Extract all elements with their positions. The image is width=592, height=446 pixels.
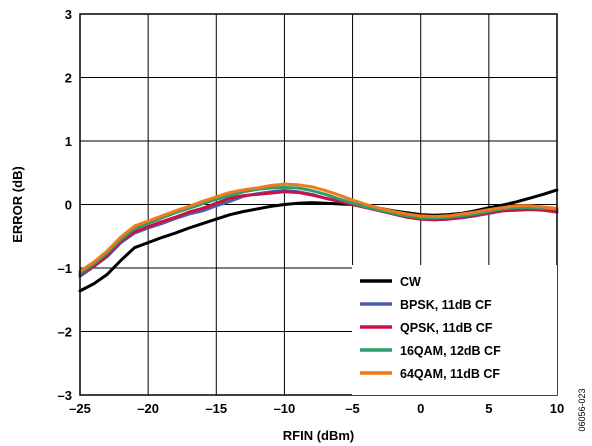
x-axis-title: RFIN (dBm) xyxy=(283,428,355,443)
y-tick-label: 2 xyxy=(65,71,72,86)
y-tick-labels: –3 –2 –1 0 1 2 3 xyxy=(58,7,72,403)
x-tick-label: –20 xyxy=(137,401,159,416)
x-tick-label: 10 xyxy=(550,401,564,416)
y-tick-label: –2 xyxy=(58,325,72,340)
series-group xyxy=(78,182,559,293)
legend-label: 64QAM, 11dB CF xyxy=(400,367,500,381)
x-tick-labels: –25 –20 –15 –10 –5 0 5 10 xyxy=(69,401,564,416)
x-tick-label: –25 xyxy=(69,401,91,416)
x-tick-label: 5 xyxy=(485,401,492,416)
legend-label: CW xyxy=(400,275,421,289)
y-tick-label: –1 xyxy=(58,261,72,276)
series-line-64qam xyxy=(78,182,559,273)
legend-label: 16QAM, 12dB CF xyxy=(400,344,501,358)
figure-id: 06056-023 xyxy=(577,388,587,431)
y-tick-label: 0 xyxy=(65,198,72,213)
x-tick-label: –5 xyxy=(345,401,359,416)
x-tick-label: 0 xyxy=(417,401,424,416)
y-tick-label: –3 xyxy=(58,388,72,403)
x-tick-label: –15 xyxy=(205,401,227,416)
y-tick-label: 1 xyxy=(65,134,72,149)
legend: CW BPSK, 11dB CF QPSK, 11dB CF 16QAM, 12dB … xyxy=(352,265,557,395)
legend-label: QPSK, 11dB CF xyxy=(400,321,493,335)
x-tick-label: –10 xyxy=(274,401,296,416)
y-axis-title: ERROR (dB) xyxy=(10,166,25,243)
plot-frame xyxy=(79,13,558,396)
series-line-16qam xyxy=(78,185,559,275)
y-tick-label: 3 xyxy=(65,7,72,22)
legend-label: BPSK, 11dB CF xyxy=(400,298,492,312)
